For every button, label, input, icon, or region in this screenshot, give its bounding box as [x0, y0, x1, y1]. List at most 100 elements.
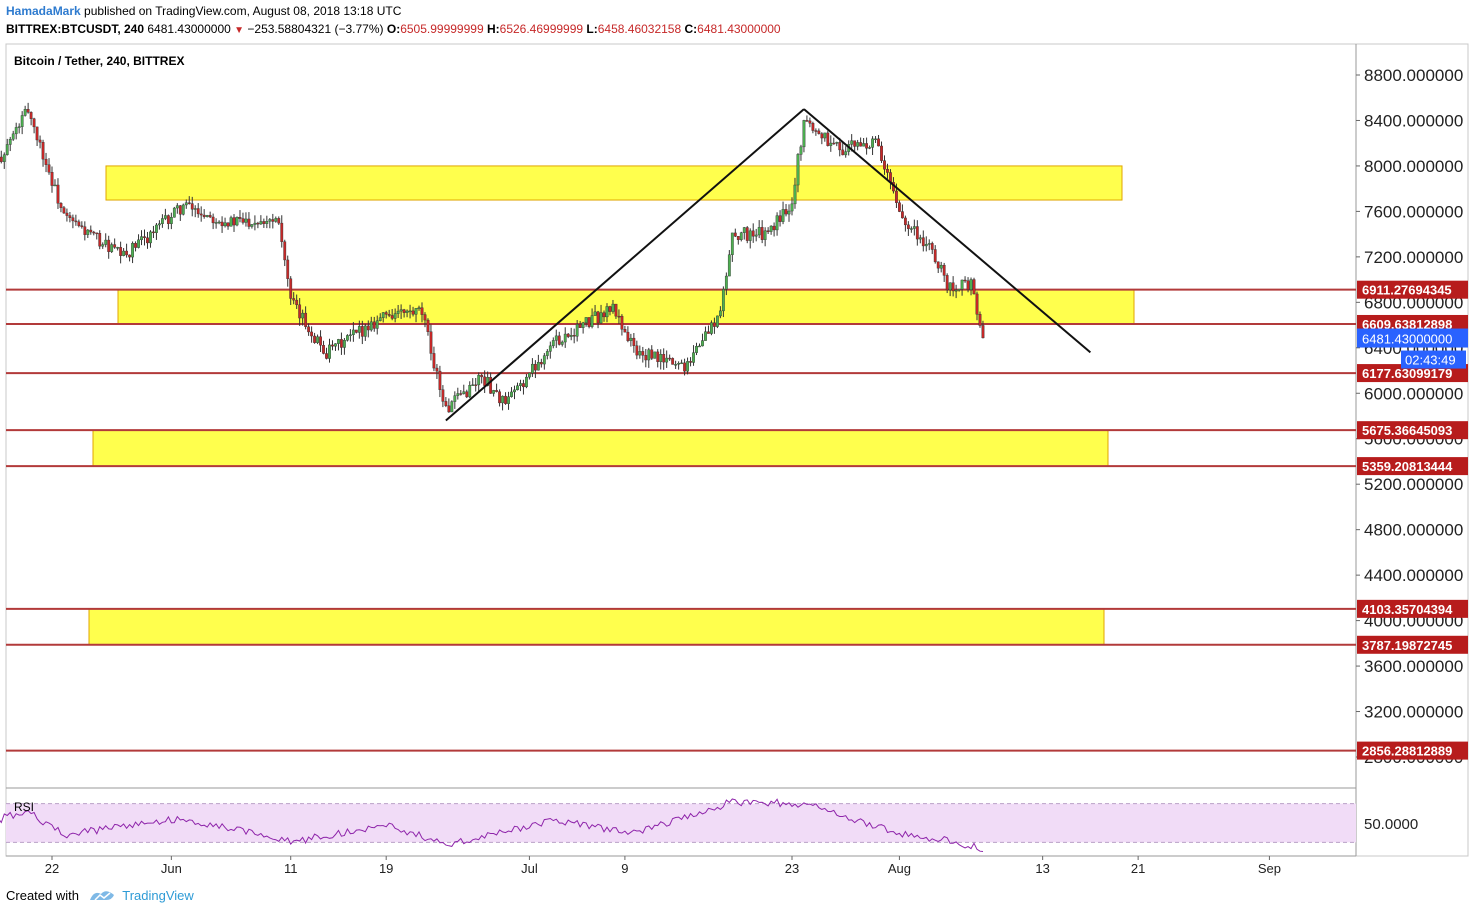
candle-body	[131, 243, 134, 258]
candle-body	[328, 344, 331, 359]
candle-body	[116, 247, 120, 249]
candle-body	[808, 120, 812, 124]
candle-body	[874, 138, 877, 141]
candle-body	[468, 385, 472, 398]
candle-body	[74, 220, 78, 223]
candle-body	[856, 142, 860, 147]
candle-body	[158, 223, 161, 226]
candle-body	[716, 315, 719, 327]
candle-body	[533, 363, 537, 371]
x-tick-label: 13	[1035, 861, 1049, 876]
level-price-tag	[1357, 741, 1468, 760]
candle-body	[817, 130, 821, 134]
candle-body	[301, 312, 305, 319]
candle-body	[680, 362, 683, 365]
low-label: L:	[586, 22, 598, 36]
candle-body	[659, 354, 663, 362]
candle-body	[823, 132, 827, 139]
candle-body	[495, 390, 498, 392]
candle-body	[909, 228, 913, 230]
candle-body	[456, 393, 460, 396]
candle-body	[542, 355, 546, 365]
candle-body	[757, 227, 761, 236]
candle-body	[853, 140, 857, 147]
candle-body	[686, 361, 689, 372]
candle-body	[507, 396, 510, 404]
candle-body	[629, 337, 633, 341]
candle-body	[718, 310, 722, 317]
candle-body	[274, 218, 278, 222]
candle-body	[569, 335, 573, 337]
candle-body	[319, 336, 322, 346]
candle-body	[516, 385, 519, 391]
candle-body	[477, 374, 481, 386]
countdown-label: 02:43:49	[1405, 353, 1456, 368]
candle-body	[220, 221, 224, 227]
candle-body	[957, 288, 961, 291]
candle-body	[701, 340, 704, 347]
candle-body	[844, 151, 848, 156]
close-value: 6481.43000000	[697, 22, 781, 36]
candle-body	[748, 230, 752, 241]
candle-body	[557, 335, 561, 345]
candle-body	[826, 132, 830, 146]
candle-body	[787, 210, 791, 215]
level-price-tag	[1357, 635, 1468, 654]
candle-body	[307, 326, 311, 333]
candle-body	[17, 126, 21, 128]
candle-body	[921, 237, 925, 247]
candle-body	[441, 389, 445, 402]
candle-body	[656, 351, 660, 362]
down-arrow-icon: ▼	[234, 25, 245, 36]
candle-body	[575, 324, 579, 337]
trend-line	[803, 108, 1092, 354]
candle-body	[35, 126, 39, 141]
countdown-tag	[1401, 350, 1466, 369]
candle-body	[125, 250, 128, 256]
candle-body	[23, 109, 27, 116]
candle-body	[653, 351, 657, 359]
candle-body	[2, 154, 6, 162]
candle-body	[665, 357, 669, 363]
candle-body	[271, 219, 275, 222]
candle-body	[292, 298, 296, 301]
candle-body	[411, 310, 415, 315]
candle-body	[280, 222, 284, 242]
candle-body	[190, 203, 194, 210]
candle-body	[981, 325, 985, 339]
candle-body	[283, 241, 287, 261]
y-tick-label: 8000.000000	[1364, 157, 1463, 176]
level-price-label: 2856.28812889	[1362, 744, 1452, 759]
candle-body	[29, 112, 33, 119]
candle-body	[796, 154, 800, 186]
candle-body	[429, 331, 433, 354]
candle-body	[641, 351, 645, 356]
candle-body	[250, 224, 254, 227]
candle-body	[778, 215, 782, 222]
x-tick-label: Sep	[1258, 861, 1281, 876]
tradingview-link[interactable]: TradingView	[122, 888, 194, 903]
candle-body	[211, 216, 215, 224]
candle-body	[351, 329, 355, 335]
y-tick-label: 3600.000000	[1364, 657, 1463, 676]
candle-body	[895, 190, 898, 203]
candle-body	[140, 236, 143, 241]
candle-body	[62, 207, 66, 214]
candle-body	[975, 293, 979, 315]
candle-body	[918, 237, 922, 240]
candle-body	[662, 354, 666, 363]
candle-body	[501, 395, 504, 404]
candle-body	[566, 333, 570, 337]
candle-body	[432, 353, 436, 369]
candle-body	[372, 321, 376, 329]
candle-body	[313, 335, 316, 343]
y-tick-label: 3200.000000	[1364, 703, 1463, 722]
candle-body	[671, 358, 675, 365]
y-tick-label: 7600.000000	[1364, 202, 1463, 221]
candle-body	[841, 149, 845, 156]
trend-line	[445, 108, 805, 422]
y-tick-label: 4800.000000	[1364, 521, 1463, 540]
y-tick-label: 5200.000000	[1364, 475, 1463, 494]
author-link[interactable]: HamadaMark	[6, 4, 81, 18]
